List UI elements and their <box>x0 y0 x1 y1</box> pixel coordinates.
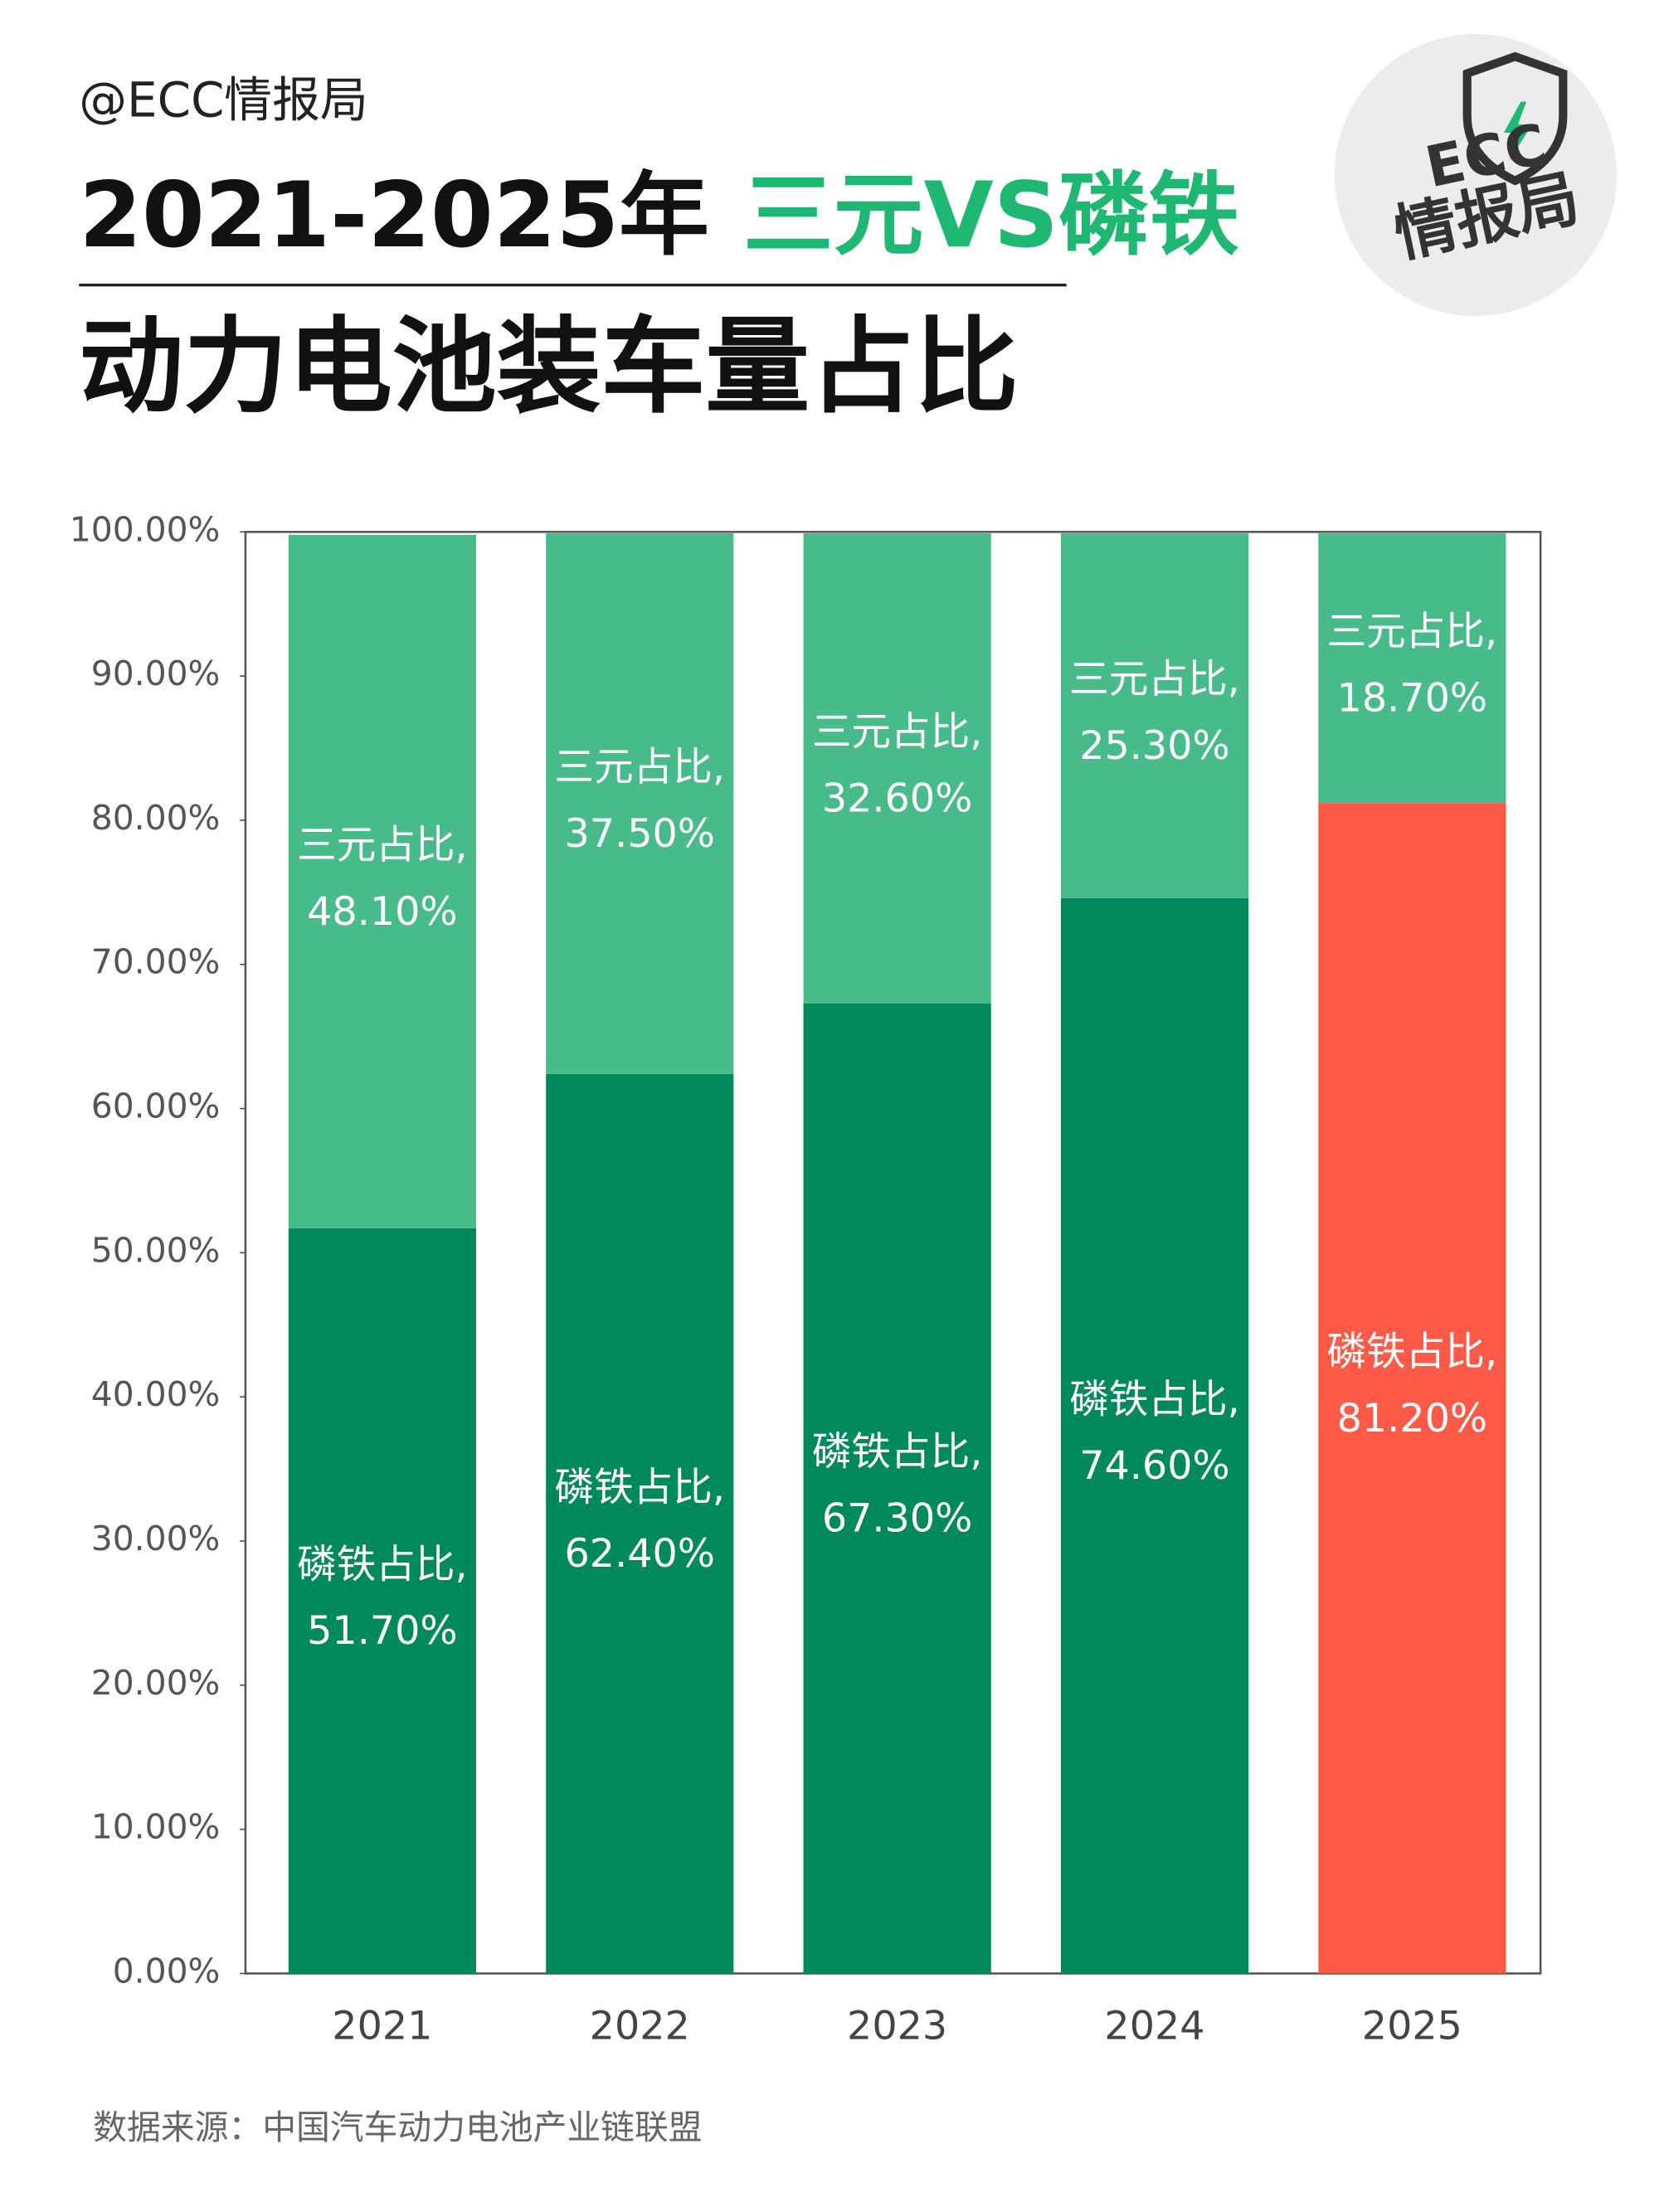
data-label: 48.10% <box>307 889 458 935</box>
bar-segment <box>803 533 991 1004</box>
bar-segment <box>1060 533 1249 898</box>
y-tick-label: 80.00% <box>91 798 221 838</box>
logo-shield <box>1462 51 1568 186</box>
data-label: 62.40% <box>564 1531 715 1577</box>
subtitle: 动力电池装车量占比 <box>79 306 1019 428</box>
bar-segment <box>288 1228 476 1974</box>
y-tick-label: 90.00% <box>91 654 221 693</box>
x-tick-label: 2023 <box>847 2004 947 2049</box>
y-tick-label: 0.00% <box>113 1951 221 1991</box>
title: 2021-2025年 三元VS磷铁 <box>79 163 1239 268</box>
title-main: 2021-2025年 <box>79 163 709 268</box>
data-label-name: 磷铁占比, <box>1069 1377 1240 1422</box>
title-highlight: 三元VS磷铁 <box>743 163 1239 268</box>
data-label: 37.50% <box>564 811 715 857</box>
data-label-name: 磷铁占比, <box>297 1542 468 1587</box>
y-tick-label: 50.00% <box>91 1230 221 1270</box>
data-label: 74.60% <box>1079 1443 1230 1489</box>
x-tick-label: 2024 <box>1104 2004 1204 2049</box>
data-label: 18.70% <box>1337 676 1488 722</box>
data-label: 81.20% <box>1337 1396 1488 1441</box>
data-label: 51.70% <box>307 1608 458 1654</box>
bar-segment <box>1318 803 1506 1974</box>
data-label: 25.30% <box>1079 723 1230 769</box>
data-label: 67.30% <box>822 1496 973 1542</box>
data-label-name: 磷铁占比, <box>554 1465 725 1510</box>
bar-segment <box>288 534 476 1228</box>
logo-bolt <box>1503 101 1532 162</box>
bar-segment <box>1060 897 1249 1974</box>
y-tick-label: 30.00% <box>91 1519 221 1558</box>
logo-circle <box>1334 33 1617 317</box>
data-label-name: 三元占比, <box>297 823 468 868</box>
data-label: 32.60% <box>822 775 973 821</box>
y-tick-label: 20.00% <box>91 1663 221 1703</box>
logo: ECC 情报局 <box>1334 33 1617 317</box>
handle: @ECC情报局 <box>79 71 368 128</box>
bar-segment <box>546 1073 734 1974</box>
bar-segment <box>546 533 734 1074</box>
bar-segment <box>803 1003 991 1974</box>
data-label-name: 三元占比, <box>812 710 983 756</box>
data-label-name: 磷铁占比, <box>812 1430 983 1475</box>
x-tick-label: 2022 <box>590 2004 690 2049</box>
y-tick-label: 40.00% <box>91 1374 221 1414</box>
x-tick-label: 2021 <box>332 2004 432 2049</box>
data-label-name: 磷铁占比, <box>1327 1330 1498 1375</box>
y-tick-label: 60.00% <box>91 1087 221 1126</box>
y-tick-label: 70.00% <box>91 942 221 982</box>
y-tick-label: 100.00% <box>70 509 221 549</box>
data-label-name: 三元占比, <box>1327 610 1498 655</box>
source: 数据来源：中国汽车动力电池产业链联盟 <box>93 2107 702 2147</box>
bar-segment <box>1318 533 1506 804</box>
x-tick-label: 2025 <box>1362 2004 1462 2049</box>
data-label-name: 三元占比, <box>1069 657 1240 702</box>
y-tick-label: 10.00% <box>91 1807 221 1847</box>
data-label-name: 三元占比, <box>554 745 725 790</box>
